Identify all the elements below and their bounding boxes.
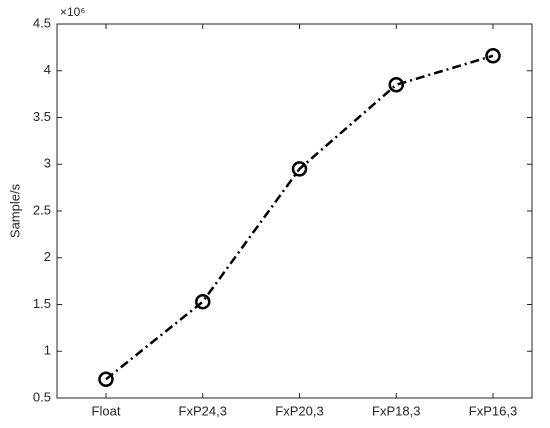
data-marker [195,293,211,310]
y-tick-label: 3.5 [33,109,51,124]
y-tick-label: 4 [44,62,51,77]
y-tick-label: 2.5 [33,202,51,217]
y-tick-label: 3 [44,156,51,171]
x-tick-label: Float [92,403,121,418]
y-tick-label: 2 [44,249,51,264]
y-tick-label: 1.5 [33,296,51,311]
y-tick-label: 1 [44,343,51,358]
y-axis-label: Sample/s [7,183,22,238]
data-line [105,54,494,381]
data-marker [485,48,501,64]
x-tick-label: FxP20,3 [275,403,323,418]
data-marker [98,371,114,388]
y-tick-label: 0.5 [33,389,51,404]
x-tick-label: FxP18,3 [372,403,420,418]
x-tick-label: FxP16,3 [469,403,517,418]
y-multiplier: ×10⁶ [60,5,85,19]
x-tick-label: FxP24,3 [179,403,227,418]
y-tick-label: 4.5 [33,15,51,30]
data-marker [388,77,404,93]
data-marker [291,161,308,177]
